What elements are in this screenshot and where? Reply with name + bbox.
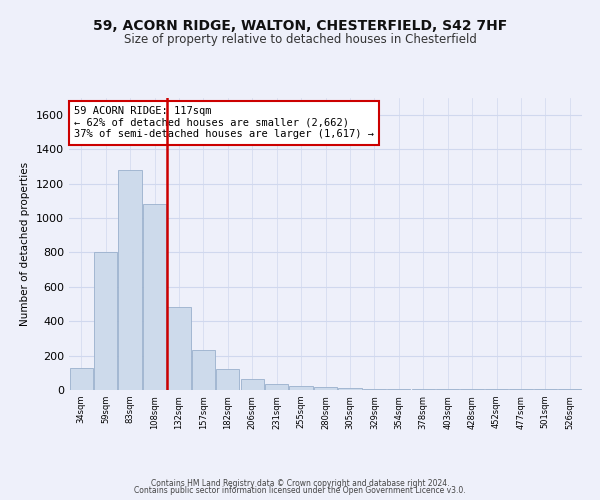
Text: Contains public sector information licensed under the Open Government Licence v3: Contains public sector information licen… <box>134 486 466 495</box>
Text: 59 ACORN RIDGE: 117sqm
← 62% of detached houses are smaller (2,662)
37% of semi-: 59 ACORN RIDGE: 117sqm ← 62% of detached… <box>74 106 374 140</box>
Bar <box>192 350 215 390</box>
Bar <box>241 379 264 390</box>
Bar <box>412 389 435 390</box>
Bar <box>216 370 239 390</box>
Bar <box>534 389 557 390</box>
Bar <box>363 388 386 390</box>
Bar <box>387 389 410 390</box>
Text: 59, ACORN RIDGE, WALTON, CHESTERFIELD, S42 7HF: 59, ACORN RIDGE, WALTON, CHESTERFIELD, S… <box>93 19 507 33</box>
Bar <box>558 389 581 390</box>
Bar <box>509 389 533 390</box>
Bar <box>485 389 508 390</box>
Bar <box>460 389 484 390</box>
Bar <box>118 170 142 390</box>
Bar <box>314 388 337 390</box>
Bar <box>265 384 288 390</box>
Bar <box>167 308 191 390</box>
Bar <box>94 252 117 390</box>
Text: Size of property relative to detached houses in Chesterfield: Size of property relative to detached ho… <box>124 32 476 46</box>
Bar <box>70 368 93 390</box>
Bar <box>436 389 459 390</box>
Bar <box>143 204 166 390</box>
Y-axis label: Number of detached properties: Number of detached properties <box>20 162 31 326</box>
Text: Contains HM Land Registry data © Crown copyright and database right 2024.: Contains HM Land Registry data © Crown c… <box>151 478 449 488</box>
Bar <box>289 386 313 390</box>
Bar <box>338 388 362 390</box>
